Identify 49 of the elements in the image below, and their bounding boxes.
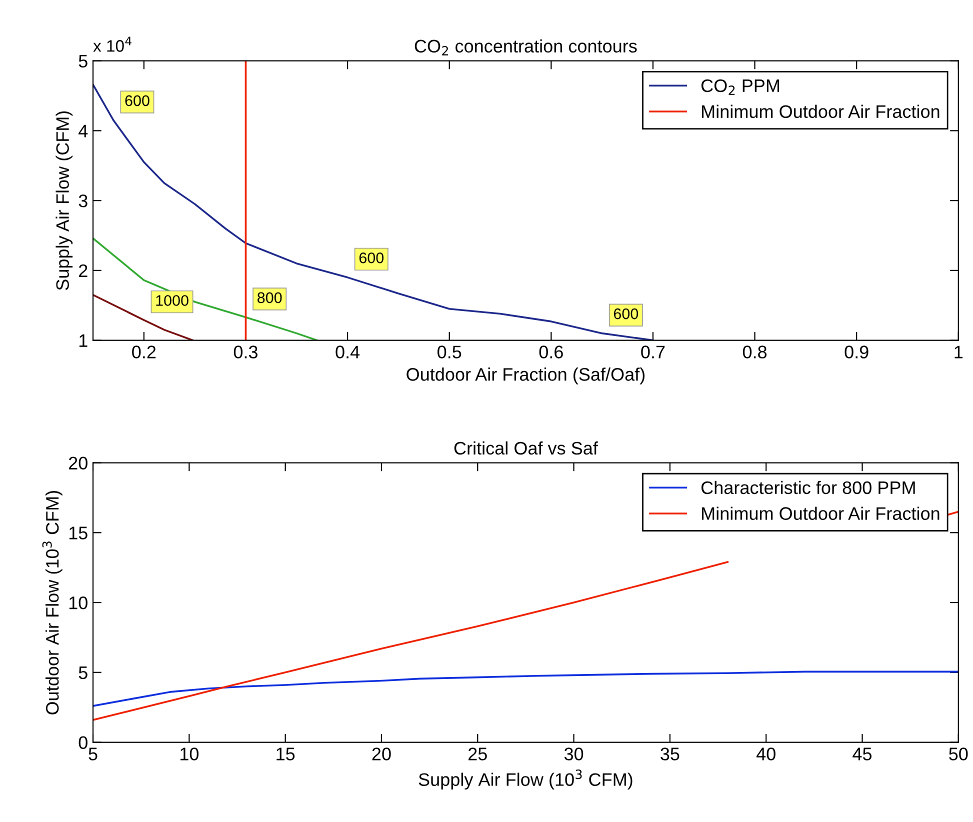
x-tick-label: 30 — [564, 748, 584, 760]
y-tick-label: 4 — [78, 124, 88, 138]
x-tick-label: 10 — [180, 748, 199, 760]
x-tick-label: 0.4 — [336, 346, 360, 358]
y-axis-title: Outdoor Air Flow (10$^{3}$ CFM) — [42, 490, 62, 714]
x-tick-label: 1 — [954, 346, 963, 358]
x-tick-label: 25 — [468, 748, 487, 760]
y-tick-label: 15 — [69, 526, 88, 540]
line-series — [93, 84, 654, 340]
x-tick-label: 0.7 — [641, 346, 665, 358]
y-tick-label: 5 — [78, 54, 88, 68]
annotation: 600 — [614, 308, 638, 320]
x-axis-title: Outdoor Air Fraction (Saf/Oaf) — [406, 368, 645, 384]
annotation: 600 — [125, 95, 150, 106]
line-series — [93, 237, 318, 340]
x-tick-label: 50 — [949, 748, 968, 760]
y-tick-label: 3 — [78, 194, 88, 208]
y-tick-label: 1 — [79, 334, 88, 347]
annotation: 1000 — [156, 295, 188, 306]
x-tick-label: 0.5 — [438, 346, 462, 358]
x-tick-label: 0.2 — [132, 346, 156, 358]
legend-label: Characteristic for 800 PPM — [701, 480, 915, 494]
legend-label: Minimum Outdoor Air Fraction — [702, 506, 940, 520]
line-series — [93, 294, 194, 340]
annotation: 800 — [258, 292, 282, 304]
x-tick-label: 15 — [276, 748, 295, 760]
x-tick-label: 0.3 — [234, 346, 258, 358]
y-tick-label: 0 — [78, 736, 88, 749]
x-tick-label: 0.9 — [844, 346, 868, 358]
x-tick-label: 35 — [660, 748, 680, 760]
x-axis-title: Supply Air Flow (10$^{3}$ CFM) — [418, 770, 632, 790]
y-tick-label: 20 — [68, 456, 88, 470]
y-tick-label: 10 — [69, 596, 88, 610]
legend-label: Minimum Outdoor Air Fraction — [702, 104, 940, 118]
text: x 10$^{4}$ — [93, 36, 132, 52]
x-tick-label: 45 — [852, 748, 872, 760]
chart-title: Critical Oaf vs Saf — [454, 441, 598, 455]
annotation: 600 — [359, 252, 384, 264]
chart-title: CO$_{2}$ concentration contours — [414, 39, 637, 56]
line-series — [93, 670, 958, 707]
x-tick-label: 40 — [756, 748, 776, 760]
x-tick-label: 0.8 — [742, 346, 767, 358]
x-tick-label: 0.6 — [539, 346, 563, 358]
y-axis-title: Supply Air Flow (CFM) — [56, 111, 73, 290]
y-tick-label: 5 — [78, 666, 88, 680]
y-tick-label: 2 — [79, 264, 88, 277]
x-tick-label: 20 — [372, 748, 391, 760]
legend-label: CO$_{2}$ PPM — [701, 79, 780, 95]
x-tick-label: 5 — [88, 748, 98, 760]
